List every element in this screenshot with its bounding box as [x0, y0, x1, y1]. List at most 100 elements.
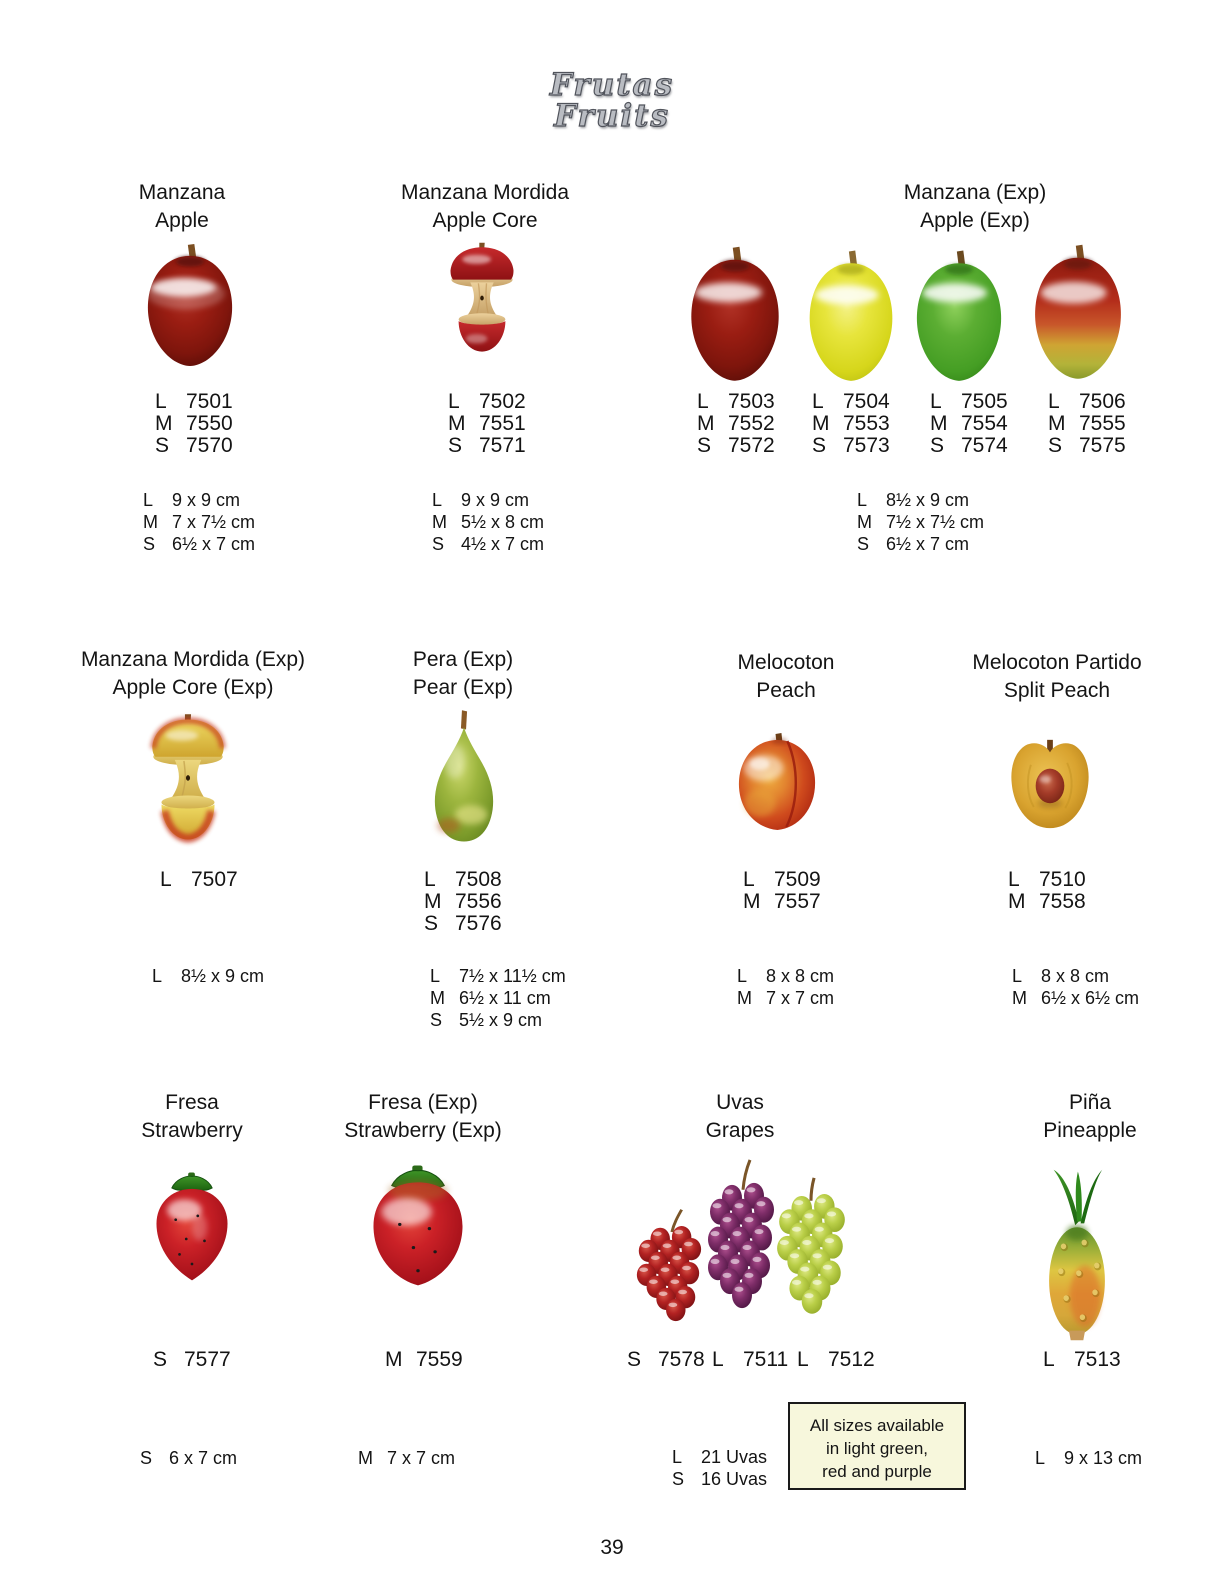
- product-dimensions: L 9 x 13 cm: [1035, 1447, 1142, 1469]
- dimension-text: 6½ x 7 cm: [886, 534, 970, 554]
- product-code: 7575: [1079, 434, 1126, 457]
- product-dimensions: L 21 Uvas S 16 Uvas: [672, 1446, 767, 1490]
- product-title: Manzana Mordida Apple Core: [325, 179, 645, 235]
- product-code: 7578: [658, 1348, 705, 1371]
- page-title-es: Frutas: [549, 67, 675, 103]
- dimension-text: 16 Uvas: [701, 1469, 768, 1489]
- product-code: 7558: [1039, 890, 1086, 913]
- product-code: 7507: [191, 868, 238, 891]
- product-name-en: Grapes: [705, 1119, 775, 1142]
- product-code: 7574: [961, 434, 1008, 457]
- product-name-es: Melocoton: [737, 651, 835, 674]
- product-code: 7553: [843, 412, 890, 435]
- size-letter: M: [1012, 988, 1027, 1008]
- product-name-en: Peach: [756, 679, 816, 702]
- product-name-es: Piña: [1068, 1091, 1112, 1114]
- dimension-text: 6½ x 7 cm: [172, 534, 256, 554]
- product-codes: L 7502 M 7551 S 7571: [448, 391, 526, 457]
- size-letter: M: [155, 412, 173, 435]
- apple-green-photo: [905, 242, 1013, 384]
- size-letter: L: [155, 390, 167, 413]
- page-number: 39: [600, 1536, 624, 1559]
- size-letter: S: [143, 534, 156, 554]
- product-code: 7577: [184, 1348, 231, 1371]
- product-title: Manzana Apple: [22, 179, 342, 235]
- product-code: 7559: [416, 1348, 463, 1371]
- product-dimensions: L 8 x 8 cm M 6½ x 6½ cm: [1012, 965, 1139, 1009]
- dimension-text: 7 x 7 cm: [766, 988, 835, 1008]
- page-title-en: Fruits: [553, 98, 670, 134]
- grapes-purple-photo: [702, 1158, 778, 1322]
- size-letter: L: [1008, 868, 1020, 891]
- page-title: Frutas Fruits: [549, 67, 675, 134]
- product-codes: L 7509 M 7557: [743, 869, 821, 913]
- product-code: 7502: [479, 390, 526, 413]
- size-letter: L: [812, 390, 824, 413]
- product-dimensions: S 6 x 7 cm: [140, 1447, 237, 1469]
- size-letter: S: [1048, 434, 1063, 457]
- size-letter: M: [358, 1448, 373, 1468]
- size-letter: S: [627, 1348, 642, 1371]
- note-line: red and purple: [822, 1462, 932, 1481]
- product-name-es: Manzana Mordida (Exp): [80, 648, 306, 671]
- size-letter: L: [152, 966, 163, 986]
- dimension-text: 9 x 9 cm: [461, 490, 530, 510]
- product-name-en: Pear (Exp): [412, 676, 514, 699]
- size-letter: L: [160, 868, 172, 891]
- size-letter: S: [153, 1348, 168, 1371]
- size-letter: L: [1035, 1448, 1046, 1468]
- product-codes: L 7512: [797, 1349, 875, 1371]
- dimension-text: 8½ x 9 cm: [181, 966, 265, 986]
- size-letter: M: [430, 988, 445, 1008]
- product-title: Uvas Grapes: [580, 1089, 900, 1145]
- size-letter: L: [448, 390, 460, 413]
- product-dimensions: L 8 x 8 cm M 7 x 7 cm: [737, 965, 834, 1009]
- size-letter: L: [1048, 390, 1060, 413]
- product-name-es: Manzana Mordida: [400, 181, 570, 204]
- product-name-en: Pineapple: [1043, 1119, 1137, 1142]
- size-letter: M: [1008, 890, 1026, 913]
- product-name-es: Pera (Exp): [412, 648, 514, 671]
- dimension-text: 6½ x 11 cm: [459, 988, 551, 1008]
- product-codes: L 7510 M 7558: [1008, 869, 1086, 913]
- product-codes: L 7501 M 7550 S 7570: [155, 391, 233, 457]
- apple-core-photo: [437, 239, 527, 359]
- size-letter: S: [697, 434, 712, 457]
- product-code: 7503: [728, 390, 775, 413]
- product-name-en: Apple Core (Exp): [112, 676, 274, 699]
- size-letter: L: [797, 1348, 809, 1371]
- product-code: 7572: [728, 434, 775, 457]
- size-letter: S: [424, 912, 439, 935]
- product-codes: L 7503 M 7552 S 7572: [697, 391, 775, 457]
- size-letter: S: [672, 1469, 685, 1489]
- size-letter: S: [812, 434, 827, 457]
- size-letter: S: [857, 534, 870, 554]
- size-letter: M: [743, 890, 761, 913]
- size-letter: M: [697, 412, 715, 435]
- product-code: 7551: [479, 412, 526, 435]
- product-code: 7552: [728, 412, 775, 435]
- size-letter: S: [930, 434, 945, 457]
- peach-photo: [730, 728, 824, 836]
- size-letter: L: [143, 490, 154, 510]
- size-letter: L: [930, 390, 942, 413]
- split-peach-photo: [1007, 736, 1093, 832]
- apple-core-exp-photo: [137, 710, 239, 848]
- product-name-en: Apple (Exp): [920, 209, 1030, 232]
- dimension-text: 8½ x 9 cm: [886, 490, 970, 510]
- product-code: 7501: [186, 390, 233, 413]
- apple-red-yellow-photo: [1023, 236, 1133, 382]
- product-code: 7555: [1079, 412, 1126, 435]
- size-letter: L: [697, 390, 709, 413]
- product-code: 7506: [1079, 390, 1126, 413]
- apple-photo: [136, 236, 244, 369]
- size-letter: S: [140, 1448, 153, 1468]
- product-code: 7573: [843, 434, 890, 457]
- product-code: 7513: [1074, 1348, 1121, 1371]
- size-letter: L: [743, 868, 755, 891]
- size-letter: S: [432, 534, 445, 554]
- grapes-red-photo: [631, 1208, 705, 1328]
- dimension-text: 8 x 8 cm: [1041, 966, 1110, 986]
- dimension-text: 9 x 13 cm: [1064, 1448, 1143, 1468]
